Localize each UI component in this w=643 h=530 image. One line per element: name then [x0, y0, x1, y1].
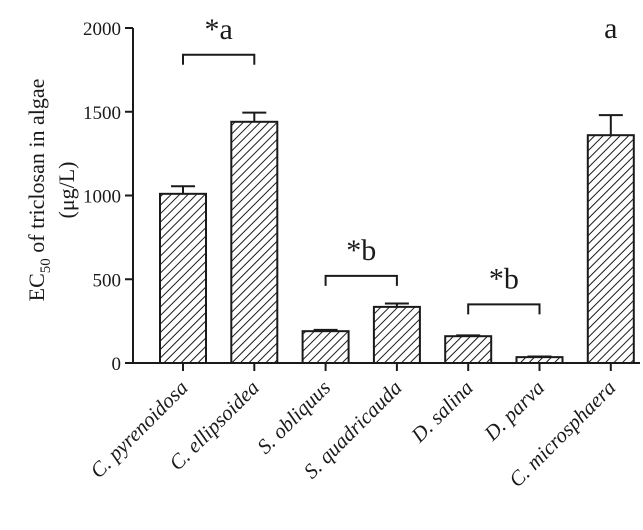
significance-bracket [324, 274, 398, 286]
bar [159, 192, 207, 364]
significance-label: *a [204, 13, 232, 46]
y-axis-title-subscript: 50 [38, 258, 54, 273]
y-tick-label: 2000 [83, 19, 121, 40]
bar [301, 330, 350, 364]
bar [372, 305, 421, 365]
significance-bracket [182, 53, 256, 65]
significance-label: *b [489, 262, 519, 295]
y-axis-title-suffix: of triclosan in algae [24, 79, 49, 259]
axes: 0 500 1000 1500 2000 [83, 19, 640, 375]
svg-text:EC50 of triclosan in algae: EC50 of triclosan in algae [24, 79, 54, 302]
y-tick-label: 1500 [83, 103, 121, 124]
significance-bracket [467, 303, 541, 315]
y-tick-label: 1000 [83, 187, 121, 208]
y-axis-title: EC50 of triclosan in algae [24, 79, 54, 302]
y-axis-title-prefix: EC [24, 273, 49, 301]
svg-text:(μg/L): (μg/L) [54, 162, 79, 219]
bar [444, 335, 493, 365]
y-tick-label: 500 [93, 270, 122, 291]
y-axis-unit: (μg/L) [54, 162, 79, 219]
bars [159, 111, 635, 371]
x-category-label: D. salina [406, 376, 478, 448]
bar [230, 120, 279, 364]
annotations: *a *b *b a [182, 12, 617, 315]
significance-label: *b [346, 234, 376, 267]
significance-label: a [604, 12, 617, 45]
x-category-label: D. parva [479, 376, 549, 446]
bar [515, 356, 564, 365]
bar [586, 134, 635, 364]
y-tick-label: 0 [112, 354, 122, 375]
